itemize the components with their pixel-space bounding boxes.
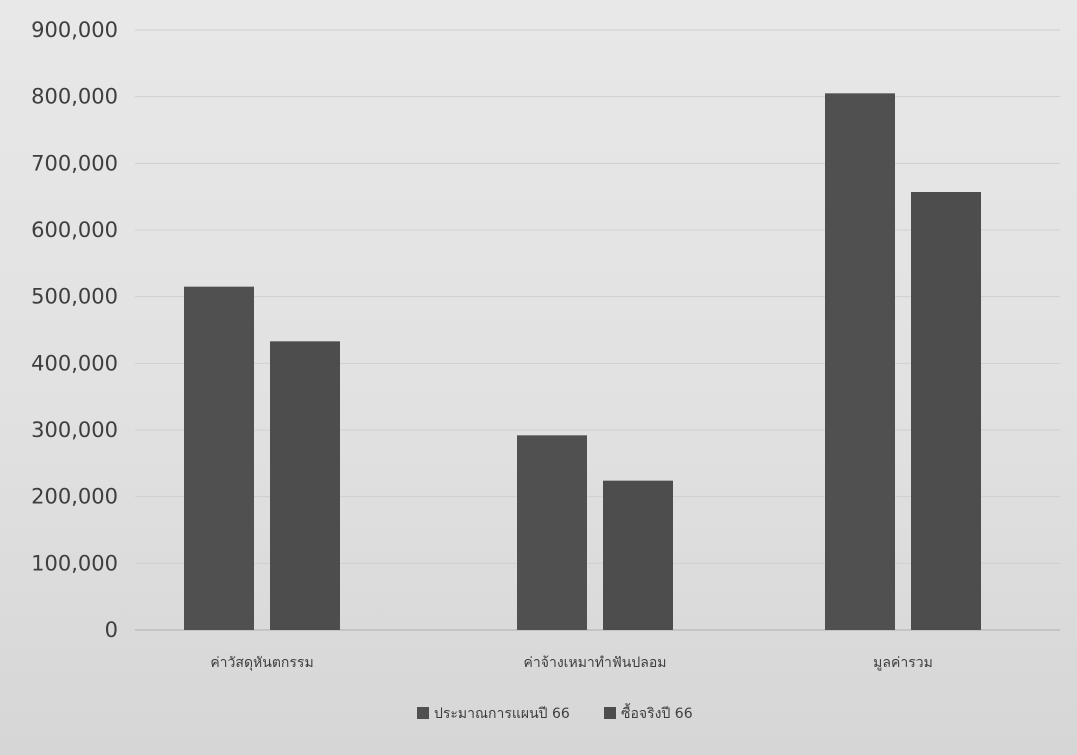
x-tick-label: มูลค่ารวม: [873, 655, 933, 671]
legend-label: ซื้อจริงปี 66: [621, 703, 693, 722]
bars: [184, 93, 981, 631]
y-tick-label: 800,000: [31, 85, 118, 109]
x-tick-label: ค่าจ้างเหมาทำฟันปลอม: [524, 655, 667, 671]
bar: [184, 286, 254, 630]
y-tick-label: 300,000: [31, 418, 118, 442]
y-tick-label: 700,000: [31, 151, 118, 175]
y-tick-label: 200,000: [31, 485, 118, 509]
y-axis: 0 100,000 200,000 300,000 400,000 500,000 600,…: [31, 18, 118, 642]
bar: [517, 435, 587, 630]
y-tick-label: 900,000: [31, 18, 118, 42]
y-tick-label: 400,000: [31, 351, 118, 375]
legend-swatch: [604, 707, 616, 719]
y-tick-label: 100,000: [31, 551, 118, 575]
bar: [270, 341, 340, 630]
bar: [603, 480, 673, 630]
bar: [825, 93, 895, 631]
legend: ประมาณการแผนปี 66 ซื้อจริงปี 66: [417, 703, 693, 722]
y-tick-label: 500,000: [31, 285, 118, 309]
x-tick-label: ค่าวัสดุหันตกรรม: [210, 655, 313, 671]
legend-label: ประมาณการแผนปี 66: [434, 706, 570, 722]
legend-swatch: [417, 707, 429, 719]
bar: [911, 192, 981, 630]
y-tick-label: 600,000: [31, 218, 118, 242]
y-tick-label: 0: [105, 618, 118, 642]
x-axis: ค่าวัสดุหันตกรรม ค่าจ้างเหมาทำฟันปลอม มูลค…: [210, 655, 933, 671]
